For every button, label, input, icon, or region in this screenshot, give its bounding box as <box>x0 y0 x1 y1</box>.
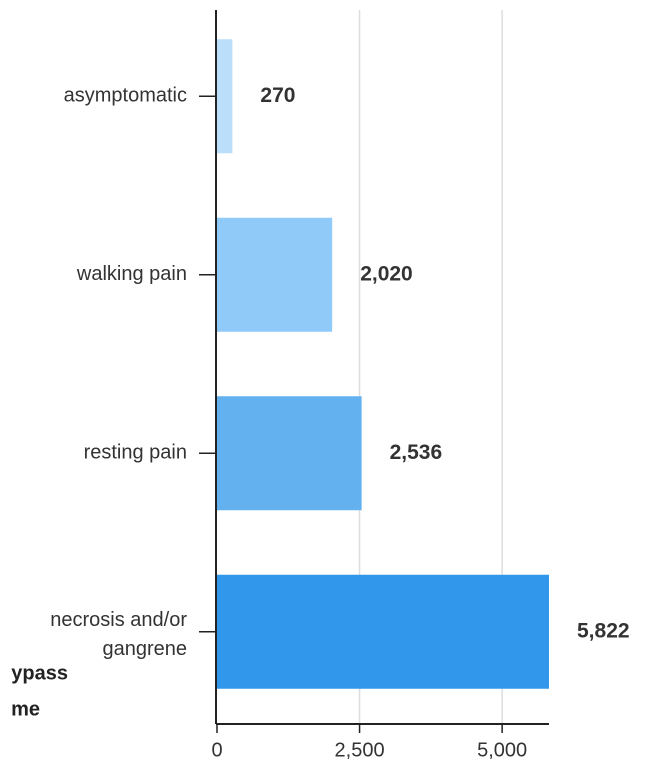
label-line: gangrene <box>102 638 187 660</box>
bar <box>217 39 233 154</box>
axis-title: me <box>11 698 40 720</box>
x-tick-label: 0 <box>211 739 222 761</box>
value-label: 2,536 <box>390 441 443 464</box>
axis-title: ypass <box>11 662 68 684</box>
label-line: necrosis and/or <box>50 609 187 631</box>
x-tick-label: 2,500 <box>335 739 385 761</box>
value-label: 270 <box>260 84 295 107</box>
bar <box>217 217 333 332</box>
bar <box>217 396 362 511</box>
y-tick-label: resting pain <box>84 442 187 464</box>
value-label: 5,822 <box>577 619 630 642</box>
x-tick-label: 5,000 <box>477 739 527 761</box>
y-tick-label: asymptomatic <box>64 85 187 107</box>
bar <box>217 574 549 689</box>
y-tick-label: necrosis and/or gangrene <box>50 609 187 660</box>
y-tick-label: walking pain <box>76 263 187 285</box>
value-label: 2,020 <box>360 262 413 285</box>
